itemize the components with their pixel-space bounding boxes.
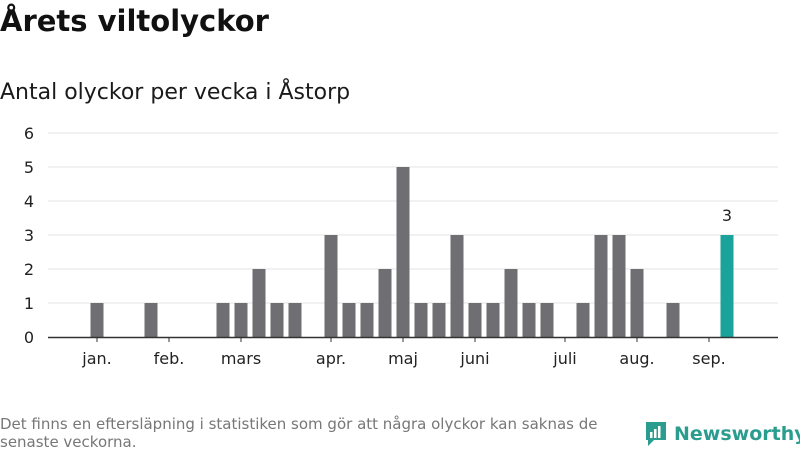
chart-subtitle: Antal olyckor per vecka i Åstorp [0,80,351,105]
brand-logo: Newsworthy [644,418,800,450]
y-tick-label: 6 [24,124,34,143]
bar [414,303,428,337]
bar [342,303,356,337]
bar [612,235,626,337]
chart-title: Årets viltolyckor [0,4,269,38]
bar [432,303,446,337]
bar [90,303,104,337]
y-tick-label: 3 [24,226,34,245]
x-tick-label: aug. [619,349,654,368]
bar [252,269,266,337]
bar [270,303,284,337]
bar [576,303,590,337]
x-tick-label: juni [459,349,489,368]
bar [324,235,338,337]
x-tick-label: sep. [692,349,725,368]
y-tick-label: 4 [24,192,34,211]
bar [144,303,158,337]
bar-highlight [720,235,734,337]
x-tick-label: apr. [316,349,346,368]
bar [630,269,644,337]
bar [396,167,410,337]
brand-name: Newsworthy [674,423,800,445]
bar [288,303,302,337]
bar [360,303,374,337]
x-tick-label: juli [552,349,576,368]
y-tick-label: 1 [24,294,34,313]
bar [468,303,482,337]
bar [666,303,680,337]
bar [486,303,500,337]
bar [234,303,248,337]
bar [378,269,392,337]
bar [594,235,608,337]
x-tick-label: mars [221,349,261,368]
x-tick-label: feb. [154,349,185,368]
bar [504,269,518,337]
footnote: Det finns en eftersläpning i statistiken… [0,415,598,451]
bar [540,303,554,337]
y-tick-label: 2 [24,260,34,279]
bar [216,303,230,337]
bar [450,235,464,337]
y-tick-label: 0 [24,328,34,347]
y-tick-label: 5 [24,158,34,177]
data-label: 3 [722,206,732,225]
x-tick-label: jan. [81,349,111,368]
bar-chart: 0 1 2 3 4 5 6 3 jan. feb. mars apr. maj juni juli aug. s… [24,124,778,368]
x-tick-label: maj [388,349,418,368]
newsworthy-logo-icon [646,422,666,446]
bar [522,303,536,337]
